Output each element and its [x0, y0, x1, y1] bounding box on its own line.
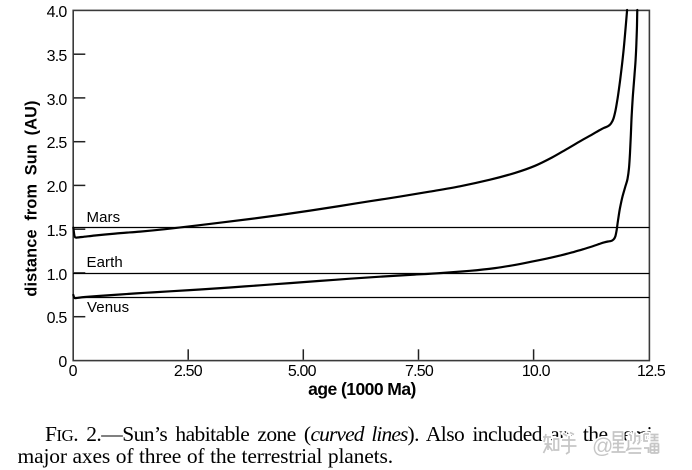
svg-text:@: @: [592, 435, 613, 458]
